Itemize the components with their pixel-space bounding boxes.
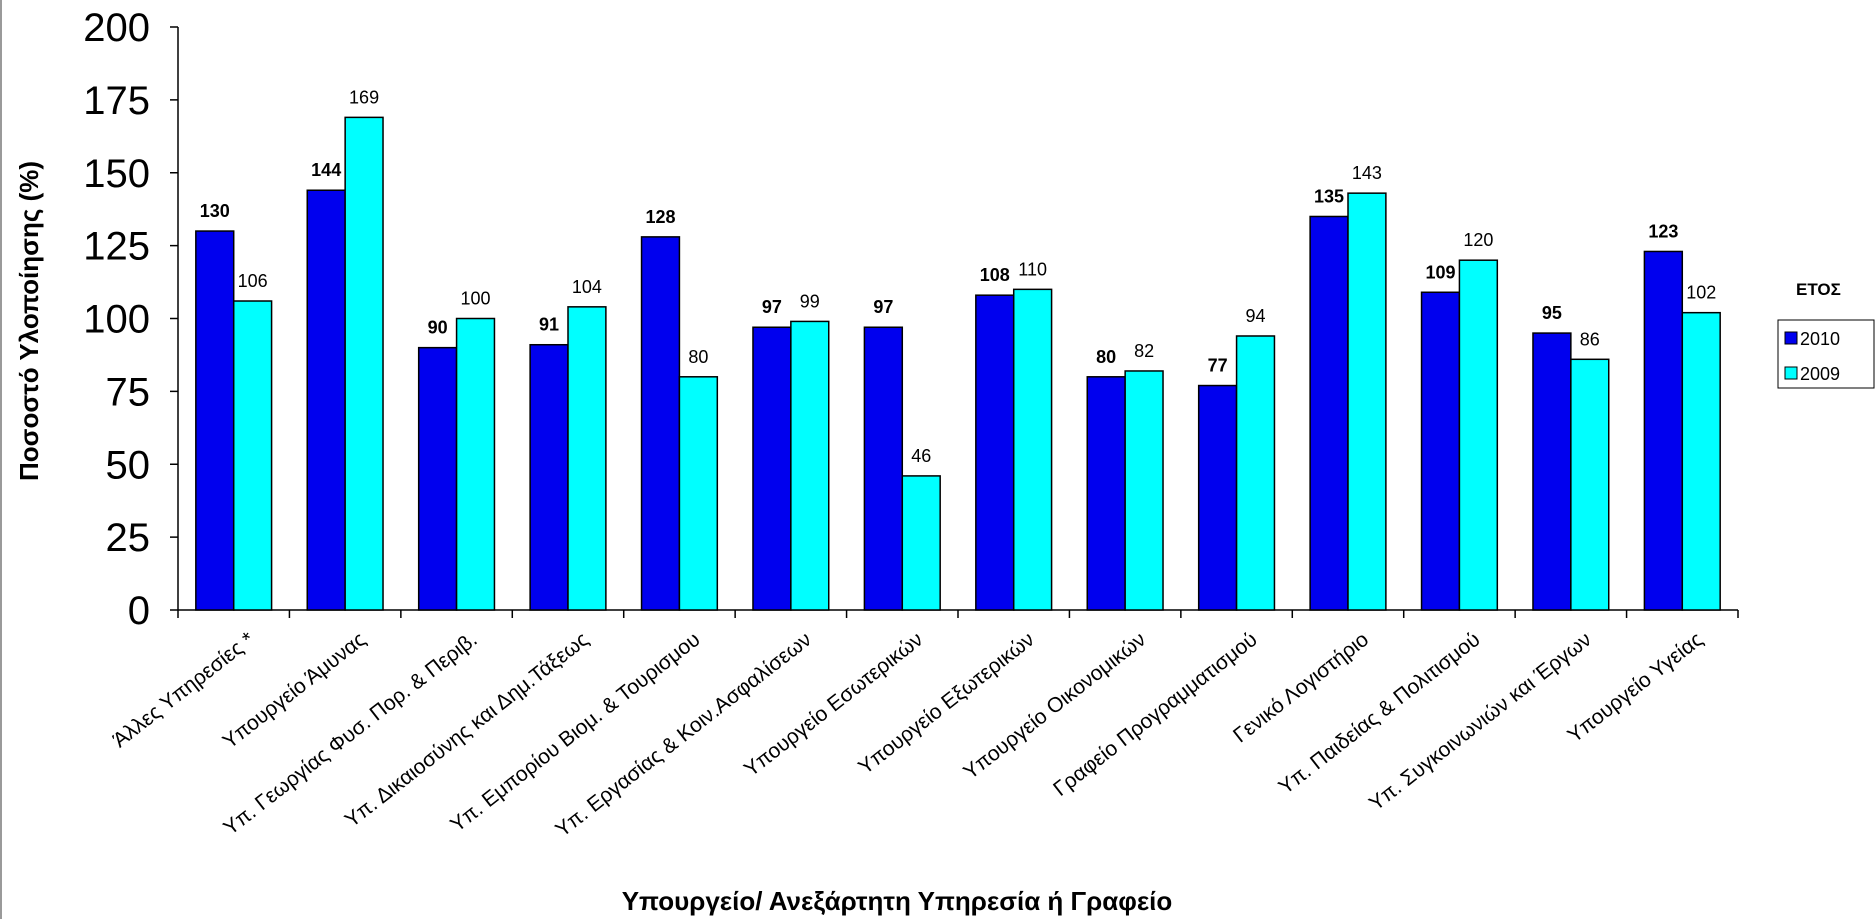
data-label-2009: 80 bbox=[688, 347, 708, 367]
legend: ΕΤΟΣ 2010 2009 bbox=[1777, 280, 1875, 389]
data-label-2010: 135 bbox=[1314, 186, 1344, 206]
x-tick-label: Υπουργείο Οικονομικών bbox=[959, 628, 1150, 784]
y-tick-label: 100 bbox=[83, 298, 150, 342]
data-label-2009: 110 bbox=[1018, 259, 1047, 279]
bar-2010 bbox=[863, 326, 904, 611]
bar-2009 bbox=[1347, 192, 1387, 611]
x-tick-label: Υπουργείο Εσωτερικών bbox=[740, 628, 927, 781]
bar-2009 bbox=[1235, 335, 1276, 611]
bar-2009 bbox=[678, 376, 719, 611]
legend-swatch-2010 bbox=[1784, 331, 1798, 345]
x-tick-label: Γραφείο Προγραμματισμού bbox=[1049, 628, 1262, 801]
data-label-2009: 106 bbox=[238, 271, 268, 291]
bar-2010 bbox=[1532, 332, 1572, 611]
data-label-2010: 130 bbox=[200, 201, 230, 221]
bar-2009 bbox=[232, 300, 273, 611]
data-label-2010: 77 bbox=[1208, 356, 1228, 376]
data-label-2010: 97 bbox=[873, 297, 893, 317]
bar-2010 bbox=[1309, 215, 1349, 611]
data-label-2010: 128 bbox=[645, 207, 675, 227]
y-tick-label: 200 bbox=[83, 6, 150, 50]
bar-2010 bbox=[640, 236, 681, 611]
x-tick-label: Υπ. Παιδείας & Πολιτισμού bbox=[1274, 628, 1484, 799]
y-axis-title: Ποσοστό Υλοποίησης (%) bbox=[14, 161, 44, 481]
bars bbox=[195, 116, 1721, 611]
data-label-2010: 97 bbox=[762, 297, 782, 317]
data-label-2009: 102 bbox=[1686, 283, 1716, 303]
data-label-2009: 94 bbox=[1245, 306, 1265, 326]
bar-2009 bbox=[1681, 311, 1721, 611]
bar-2009 bbox=[1570, 358, 1610, 611]
y-tick-label: 150 bbox=[83, 152, 150, 196]
data-label-2010: 90 bbox=[428, 318, 448, 338]
bar-2010 bbox=[417, 346, 458, 611]
bar-2010 bbox=[306, 189, 346, 611]
x-tick-label: Υπ. Συγκοινωνιών και Έργων bbox=[1365, 628, 1596, 816]
data-labels: 130 106 144 169 90 100 91 104 128 80 97 99 97 46 108 11… bbox=[200, 87, 1717, 466]
data-label-2009: 82 bbox=[1134, 341, 1154, 361]
bar-2010 bbox=[1420, 291, 1461, 611]
data-label-2010: 80 bbox=[1096, 347, 1116, 367]
data-label-2009: 104 bbox=[572, 277, 602, 297]
y-tick-label: 0 bbox=[128, 589, 150, 633]
bar-2010 bbox=[1086, 376, 1126, 611]
bar-2009 bbox=[1012, 288, 1053, 611]
data-label-2010: 91 bbox=[539, 315, 559, 335]
data-label-2009: 100 bbox=[460, 289, 490, 309]
bar-2009 bbox=[901, 475, 941, 611]
bar-2010 bbox=[752, 326, 792, 611]
legend-title: ΕΤΟΣ bbox=[1796, 280, 1841, 299]
bar-2010 bbox=[975, 294, 1015, 611]
bar-2009 bbox=[344, 116, 384, 611]
y-tick-label: 50 bbox=[106, 443, 151, 487]
bar-2010 bbox=[1643, 250, 1684, 611]
y-tick-label: 25 bbox=[106, 516, 151, 560]
bar-2009 bbox=[790, 320, 830, 611]
y-axis: 0 25 50 75 100 125 150 175 200 bbox=[83, 6, 179, 633]
x-axis bbox=[177, 609, 1739, 618]
bar-2009 bbox=[1124, 370, 1164, 611]
legend-swatch-2009 bbox=[1784, 366, 1798, 380]
data-label-2009: 99 bbox=[800, 291, 820, 311]
bar-2009 bbox=[567, 306, 607, 611]
bar-2010 bbox=[195, 230, 235, 611]
bar-2009 bbox=[455, 317, 496, 611]
data-label-2010: 144 bbox=[311, 160, 341, 180]
data-label-2009: 86 bbox=[1580, 329, 1600, 349]
y-tick-label: 125 bbox=[83, 225, 150, 269]
legend-label-2009: 2009 bbox=[1800, 364, 1840, 384]
x-tick-label: Υπουργείο Εξωτερικών bbox=[854, 628, 1039, 779]
bar-2010 bbox=[529, 343, 569, 611]
data-label-2009: 120 bbox=[1463, 230, 1493, 250]
data-label-2010: 109 bbox=[1425, 262, 1455, 282]
data-label-2010: 95 bbox=[1542, 303, 1562, 323]
x-axis-title: Υπουργείο/ Ανεξάρτητη Υπηρεσία ή Γραφείο bbox=[622, 886, 1173, 916]
bar-2009 bbox=[1458, 259, 1499, 611]
legend-label-2010: 2010 bbox=[1800, 329, 1840, 349]
y-tick-label: 75 bbox=[106, 370, 151, 414]
bar-2010 bbox=[1197, 384, 1238, 611]
y-tick-label: 175 bbox=[83, 79, 150, 123]
data-label-2009: 143 bbox=[1352, 163, 1382, 183]
data-label-2009: 169 bbox=[349, 87, 379, 107]
data-label-2010: 123 bbox=[1648, 221, 1678, 241]
data-label-2009: 46 bbox=[911, 446, 931, 466]
data-label-2010: 108 bbox=[980, 265, 1010, 285]
